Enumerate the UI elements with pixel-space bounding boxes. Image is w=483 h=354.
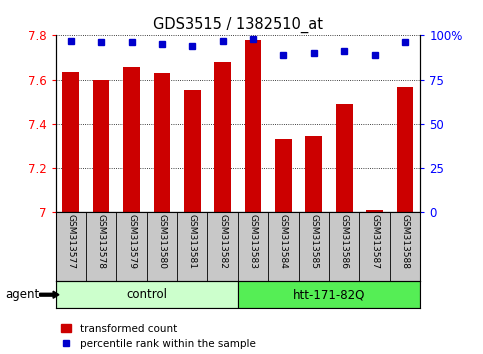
Text: agent: agent bbox=[5, 288, 39, 301]
Text: GSM313580: GSM313580 bbox=[157, 215, 167, 269]
Text: GSM313587: GSM313587 bbox=[370, 215, 379, 269]
Bar bbox=[336, 104, 353, 212]
Text: GSM313583: GSM313583 bbox=[249, 215, 257, 269]
Text: GSM313581: GSM313581 bbox=[188, 215, 197, 269]
Bar bbox=[397, 87, 413, 212]
Bar bbox=[275, 139, 292, 212]
Text: GSM313582: GSM313582 bbox=[218, 215, 227, 269]
Text: htt-171-82Q: htt-171-82Q bbox=[293, 288, 365, 301]
Bar bbox=[154, 73, 170, 212]
Bar bbox=[238, 281, 420, 308]
Title: GDS3515 / 1382510_at: GDS3515 / 1382510_at bbox=[153, 16, 323, 33]
Text: GSM313577: GSM313577 bbox=[66, 215, 75, 269]
Text: control: control bbox=[126, 288, 167, 301]
Bar bbox=[184, 90, 200, 212]
Bar bbox=[305, 136, 322, 212]
Bar bbox=[214, 62, 231, 212]
Bar bbox=[56, 281, 238, 308]
Legend: transformed count, percentile rank within the sample: transformed count, percentile rank withi… bbox=[61, 324, 256, 349]
Text: GSM313584: GSM313584 bbox=[279, 215, 288, 269]
Bar bbox=[123, 68, 140, 212]
Bar bbox=[93, 80, 110, 212]
Text: GSM313579: GSM313579 bbox=[127, 215, 136, 269]
Text: GSM313588: GSM313588 bbox=[400, 215, 410, 269]
Bar bbox=[62, 72, 79, 212]
Bar bbox=[366, 210, 383, 212]
Text: GSM313585: GSM313585 bbox=[309, 215, 318, 269]
Text: GSM313578: GSM313578 bbox=[97, 215, 106, 269]
Text: GSM313586: GSM313586 bbox=[340, 215, 349, 269]
Bar bbox=[245, 40, 261, 212]
